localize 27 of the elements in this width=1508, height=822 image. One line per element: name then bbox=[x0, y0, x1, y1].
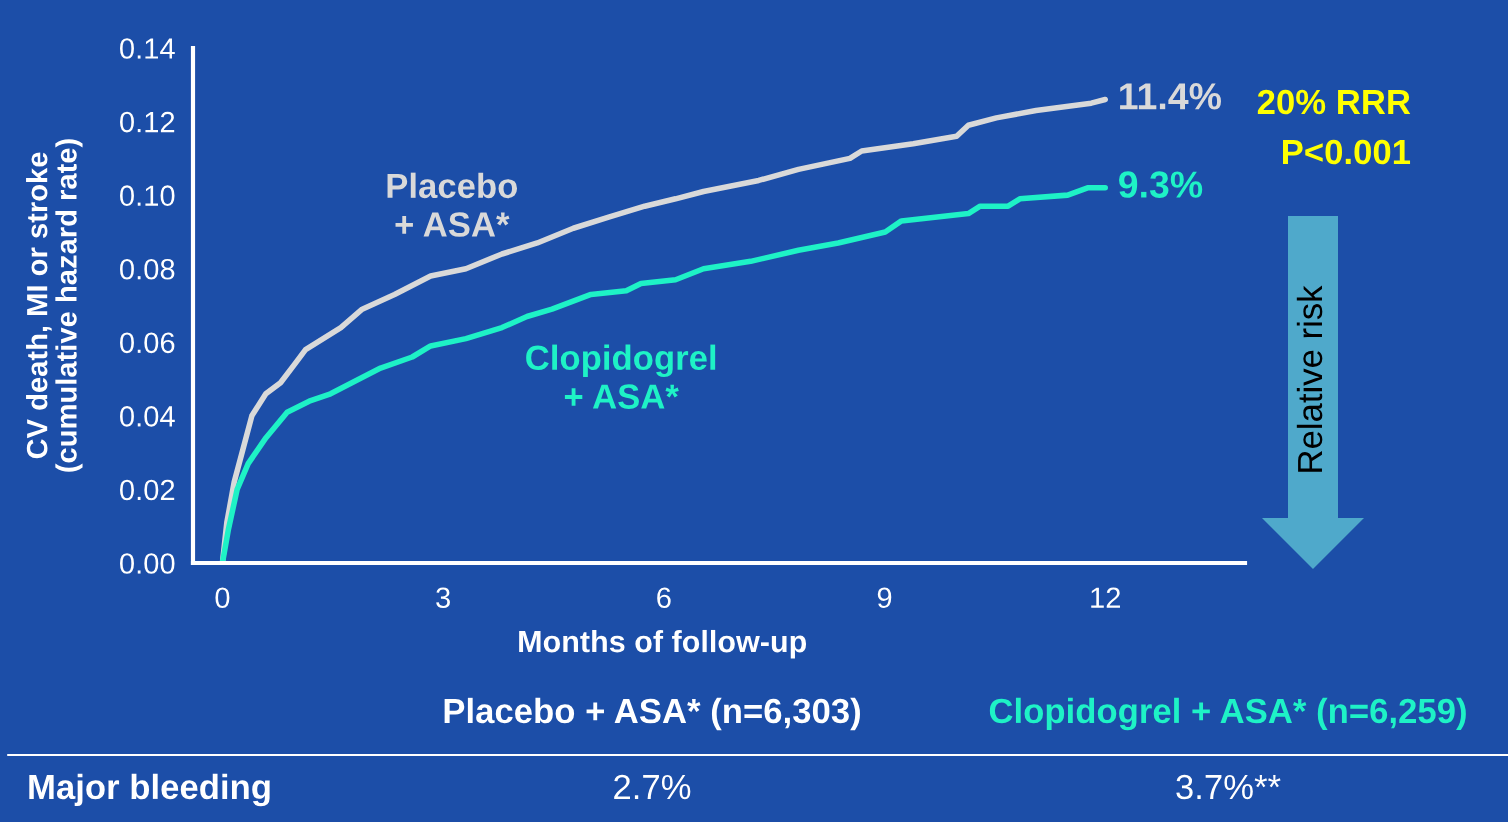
x-tick-label: 6 bbox=[657, 587, 671, 609]
y-tick-label: 0.02 bbox=[120, 479, 175, 501]
y-tick-label: 0.14 bbox=[120, 38, 175, 59]
text: Placebo + ASA* (n=6,303) bbox=[444, 697, 860, 731]
x-tick-label: 0 bbox=[215, 587, 230, 609]
text: Relative risk bbox=[1296, 285, 1323, 472]
text: Major bleeding bbox=[29, 773, 270, 807]
y-tick-label: 0.04 bbox=[120, 406, 175, 427]
text: 2.7% bbox=[614, 774, 691, 800]
x-tick-label: 3 bbox=[436, 587, 450, 609]
y-tick-label: 0.08 bbox=[120, 258, 175, 280]
text: 20% RRR bbox=[1257, 89, 1411, 115]
series-label: Placebo + ASA* bbox=[387, 172, 518, 237]
annotation: 11.4% bbox=[1120, 83, 1221, 110]
y-tick-label: 0.10 bbox=[120, 185, 175, 206]
x-tick-label: 9 bbox=[877, 587, 892, 609]
y-tick-label: 0.12 bbox=[120, 111, 175, 133]
series-label: Clopidogrel + ASA* bbox=[526, 344, 716, 409]
x-tick-label: 12 bbox=[1091, 587, 1120, 608]
y-tick-label: 0.00 bbox=[120, 553, 175, 574]
text: P<0.001 bbox=[1283, 139, 1411, 165]
annotation: 9.3% bbox=[1119, 171, 1203, 198]
y-axis-title: CV death, MI or stroke (cumulative hazard rate) bbox=[26, 139, 83, 472]
text: 3.7%** bbox=[1176, 774, 1281, 800]
y-tick-label: 0.06 bbox=[120, 332, 175, 354]
text: Clopidogrel + ASA* (n=6,259) bbox=[989, 697, 1466, 731]
x-axis-title: Months of follow-up bbox=[519, 629, 807, 659]
